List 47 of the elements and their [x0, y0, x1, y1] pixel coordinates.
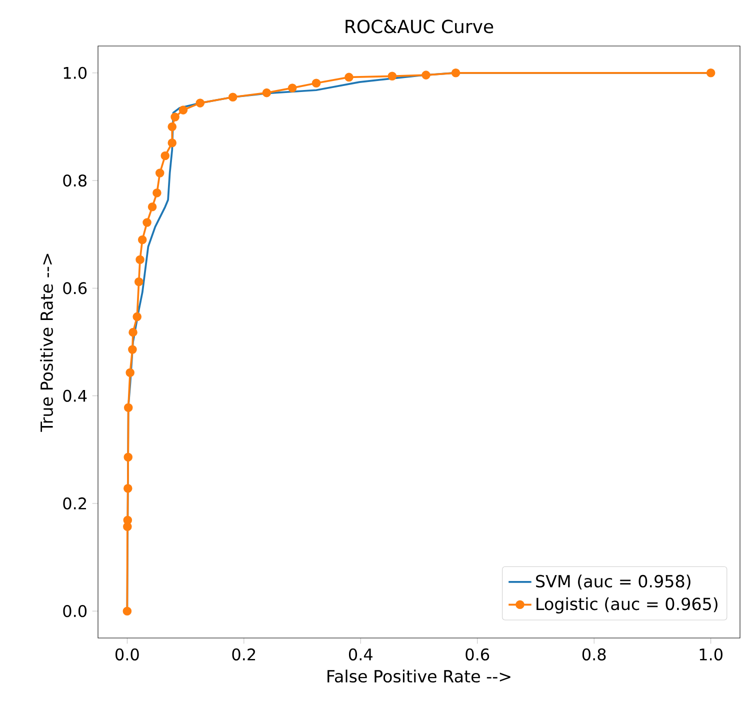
- y-tick-label: 0.8: [63, 174, 86, 187]
- legend-label: SVM (auc = 0.958): [536, 574, 690, 590]
- point: [706, 68, 716, 78]
- point: [160, 151, 170, 160]
- y-tick-label: 0.2: [63, 497, 86, 510]
- point: [132, 312, 142, 322]
- point: [142, 218, 152, 227]
- point: [124, 452, 133, 462]
- point: [178, 106, 188, 114]
- x-tick-label: 0.4: [348, 648, 372, 661]
- point: [148, 202, 157, 212]
- point: [168, 138, 177, 148]
- x-tick-label: 0.8: [582, 648, 606, 661]
- point: [288, 84, 297, 92]
- point: [122, 606, 132, 616]
- y-axis-title: True Positive Rate -->: [40, 254, 53, 432]
- point: [136, 255, 144, 264]
- point: [388, 72, 397, 81]
- point: [152, 188, 162, 198]
- point: [228, 92, 238, 102]
- point: [128, 345, 137, 354]
- point: [123, 484, 132, 493]
- point: [344, 72, 354, 82]
- point: [134, 277, 144, 286]
- point: [126, 368, 134, 378]
- x-tick-label: 0.6: [466, 648, 490, 661]
- x-tick-label: 1.0: [700, 648, 722, 661]
- y-tick-label: 0.6: [63, 282, 87, 294]
- point: [155, 168, 164, 178]
- point: [128, 328, 138, 337]
- point: [422, 70, 430, 80]
- x-tick-label: 0.0: [116, 648, 139, 661]
- point: [170, 112, 180, 122]
- point: [196, 98, 205, 108]
- point: [262, 88, 272, 98]
- x-tick-label: 0.2: [232, 648, 256, 661]
- y-tick-label: 0.0: [63, 605, 87, 618]
- chart-title: ROC&AUC Curve: [346, 20, 494, 34]
- point: [312, 78, 321, 88]
- point: [138, 235, 147, 244]
- y-tick-label: 0.4: [63, 390, 87, 402]
- y-tick-label: 1.0: [64, 66, 87, 79]
- legend-label: Logistic (auc = 0.965): [536, 597, 718, 614]
- x-axis-title: False Positive Rate -->: [328, 670, 510, 683]
- point: [168, 122, 177, 132]
- point: [124, 403, 133, 412]
- point: [451, 68, 460, 78]
